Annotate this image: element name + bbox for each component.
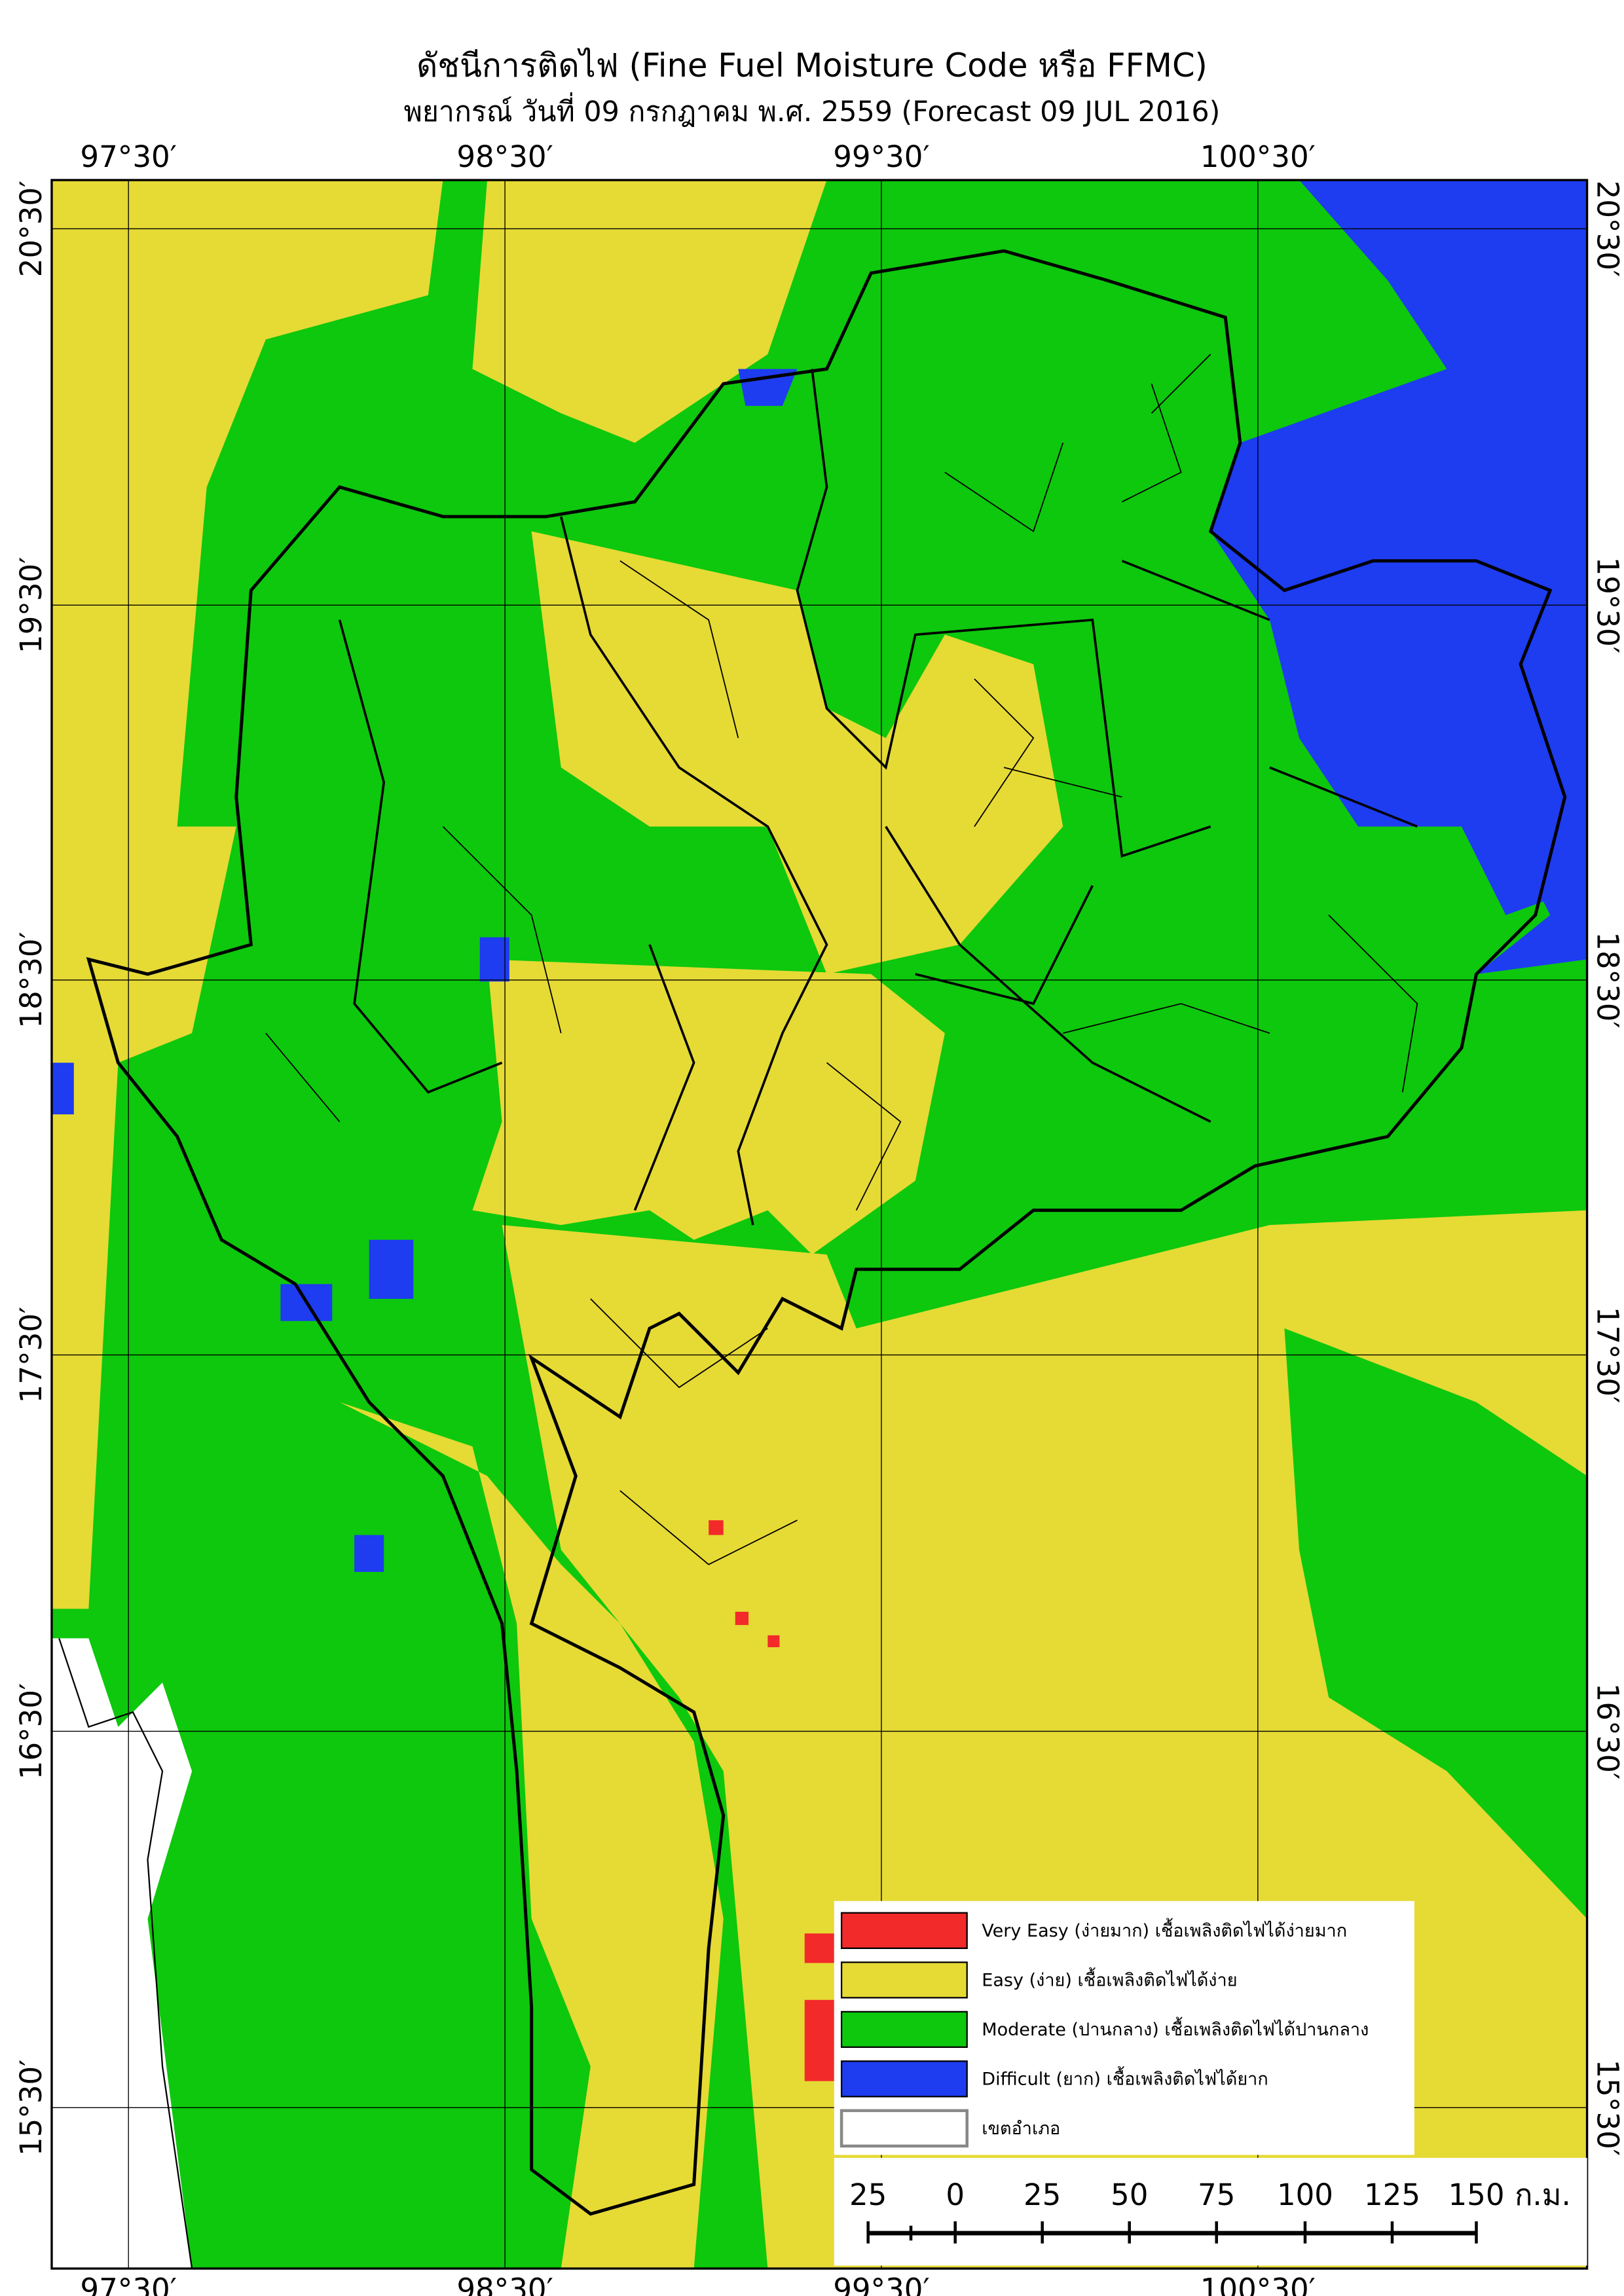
latitude-label: 17°30′ [14, 1307, 48, 1403]
legend: Very Easy (ง่ายมาก) เชื้อเพลิงติดไฟได้ง่… [834, 1901, 1414, 2155]
subtitle: พยากรณ์ วันที่ 09 กรกฎาคม พ.ศ. 2559 (For… [404, 92, 1221, 128]
latitude-label: 20°30′ [1590, 181, 1624, 278]
scale-label: 125 [1364, 2178, 1420, 2212]
easy-area [531, 531, 1063, 974]
scale-label: 25 [849, 2178, 887, 2212]
easy-area [339, 1402, 724, 2269]
longitude-label: 98°30′ [456, 2272, 553, 2296]
latitude-label: 18°30′ [1590, 932, 1624, 1028]
easy-area [472, 959, 945, 1255]
province-boundary [338, 369, 1418, 1226]
scale-label: 0 [946, 2178, 965, 2212]
sea [51, 1638, 193, 2269]
scale-labels: 25 0 25 50 75 100 125 150 ก.ม. [849, 2178, 1571, 2244]
legend-label: Very Easy (ง่ายมาก) เชื้อเพลิงติดไฟได้ง่… [982, 1918, 1347, 1941]
latitude-label: 16°30′ [14, 1683, 48, 1779]
coastline [58, 1638, 193, 2269]
legend-items: Very Easy (ง่ายมาก) เชื้อเพลิงติดไฟได้ง่… [840, 1912, 1369, 2148]
map-area [50, 179, 1589, 2270]
title: ดัชนีการติดไฟ (Fine Fuel Moisture Code ห… [416, 46, 1208, 84]
map-frame [50, 179, 1589, 2270]
province-boundary [86, 249, 1567, 2216]
latitude-label: 19°30′ [14, 557, 48, 654]
scale-label: 50 [1111, 2178, 1148, 2212]
longitude-label: 99°30′ [833, 2272, 930, 2296]
latitude-label: 17°30′ [1590, 1307, 1624, 1403]
latitude-label: 18°30′ [14, 932, 48, 1028]
longitude-label: 99°30′ [833, 139, 930, 174]
easy-area [51, 180, 443, 1609]
longitude-label: 98°30′ [456, 139, 553, 174]
legend-label: Easy (ง่าย) เชื้อเพลิงติดไฟได้ง่าย [982, 1967, 1237, 1990]
very-easy-area [709, 1520, 834, 2081]
legend-swatch [840, 2060, 968, 2098]
legend-swatch [840, 1961, 968, 1999]
scale-label: 100 [1277, 2178, 1333, 2212]
district-boundary [265, 354, 1418, 1565]
latitude-label: 19°30′ [1590, 557, 1624, 654]
difficult-area [1299, 531, 1587, 974]
longitude-label: 97°30′ [80, 139, 177, 174]
scale-unit: ก.ม. [1515, 2178, 1571, 2212]
latitude-label: 16°30′ [1590, 1683, 1624, 1779]
longitude-label: 97°30′ [80, 2272, 177, 2296]
moderate-area [1284, 1328, 1587, 1919]
longitude-label: 100°30′ [1200, 139, 1316, 174]
latitude-label: 15°30′ [14, 2060, 48, 2156]
longitude-label: 100°30′ [1200, 2272, 1316, 2296]
scale-label: 25 [1024, 2178, 1061, 2212]
legend-swatch [840, 2011, 968, 2049]
latitude-label: 20°30′ [14, 181, 48, 278]
legend-swatch [840, 2109, 969, 2148]
easy-area [472, 180, 827, 443]
legend-label: เขตอำเภอ [982, 2119, 1060, 2139]
legend-label: Difficult (ยาก) เชื้อเพลิงติดไฟได้ยาก [982, 2066, 1268, 2089]
easy-area [885, 1298, 1181, 1550]
scale-label: 75 [1198, 2178, 1235, 2212]
scale-bar: 25 0 25 50 75 100 125 150 ก.ม. [834, 2157, 1587, 2266]
scale-box [834, 2157, 1587, 2266]
latitude-label: 15°30′ [1590, 2060, 1624, 2156]
coordinate-labels: 97°30′ 97°30′ 98°30′ 98°30′ 99°30′ 99°30′ 100°… [14, 139, 1624, 2296]
scale-label: 150 [1448, 2178, 1504, 2212]
legend-label: Moderate (ปานกลาง) เชื้อเพลิงติดไฟได้ปาน… [982, 2016, 1369, 2040]
legend-swatch [840, 1912, 968, 1949]
